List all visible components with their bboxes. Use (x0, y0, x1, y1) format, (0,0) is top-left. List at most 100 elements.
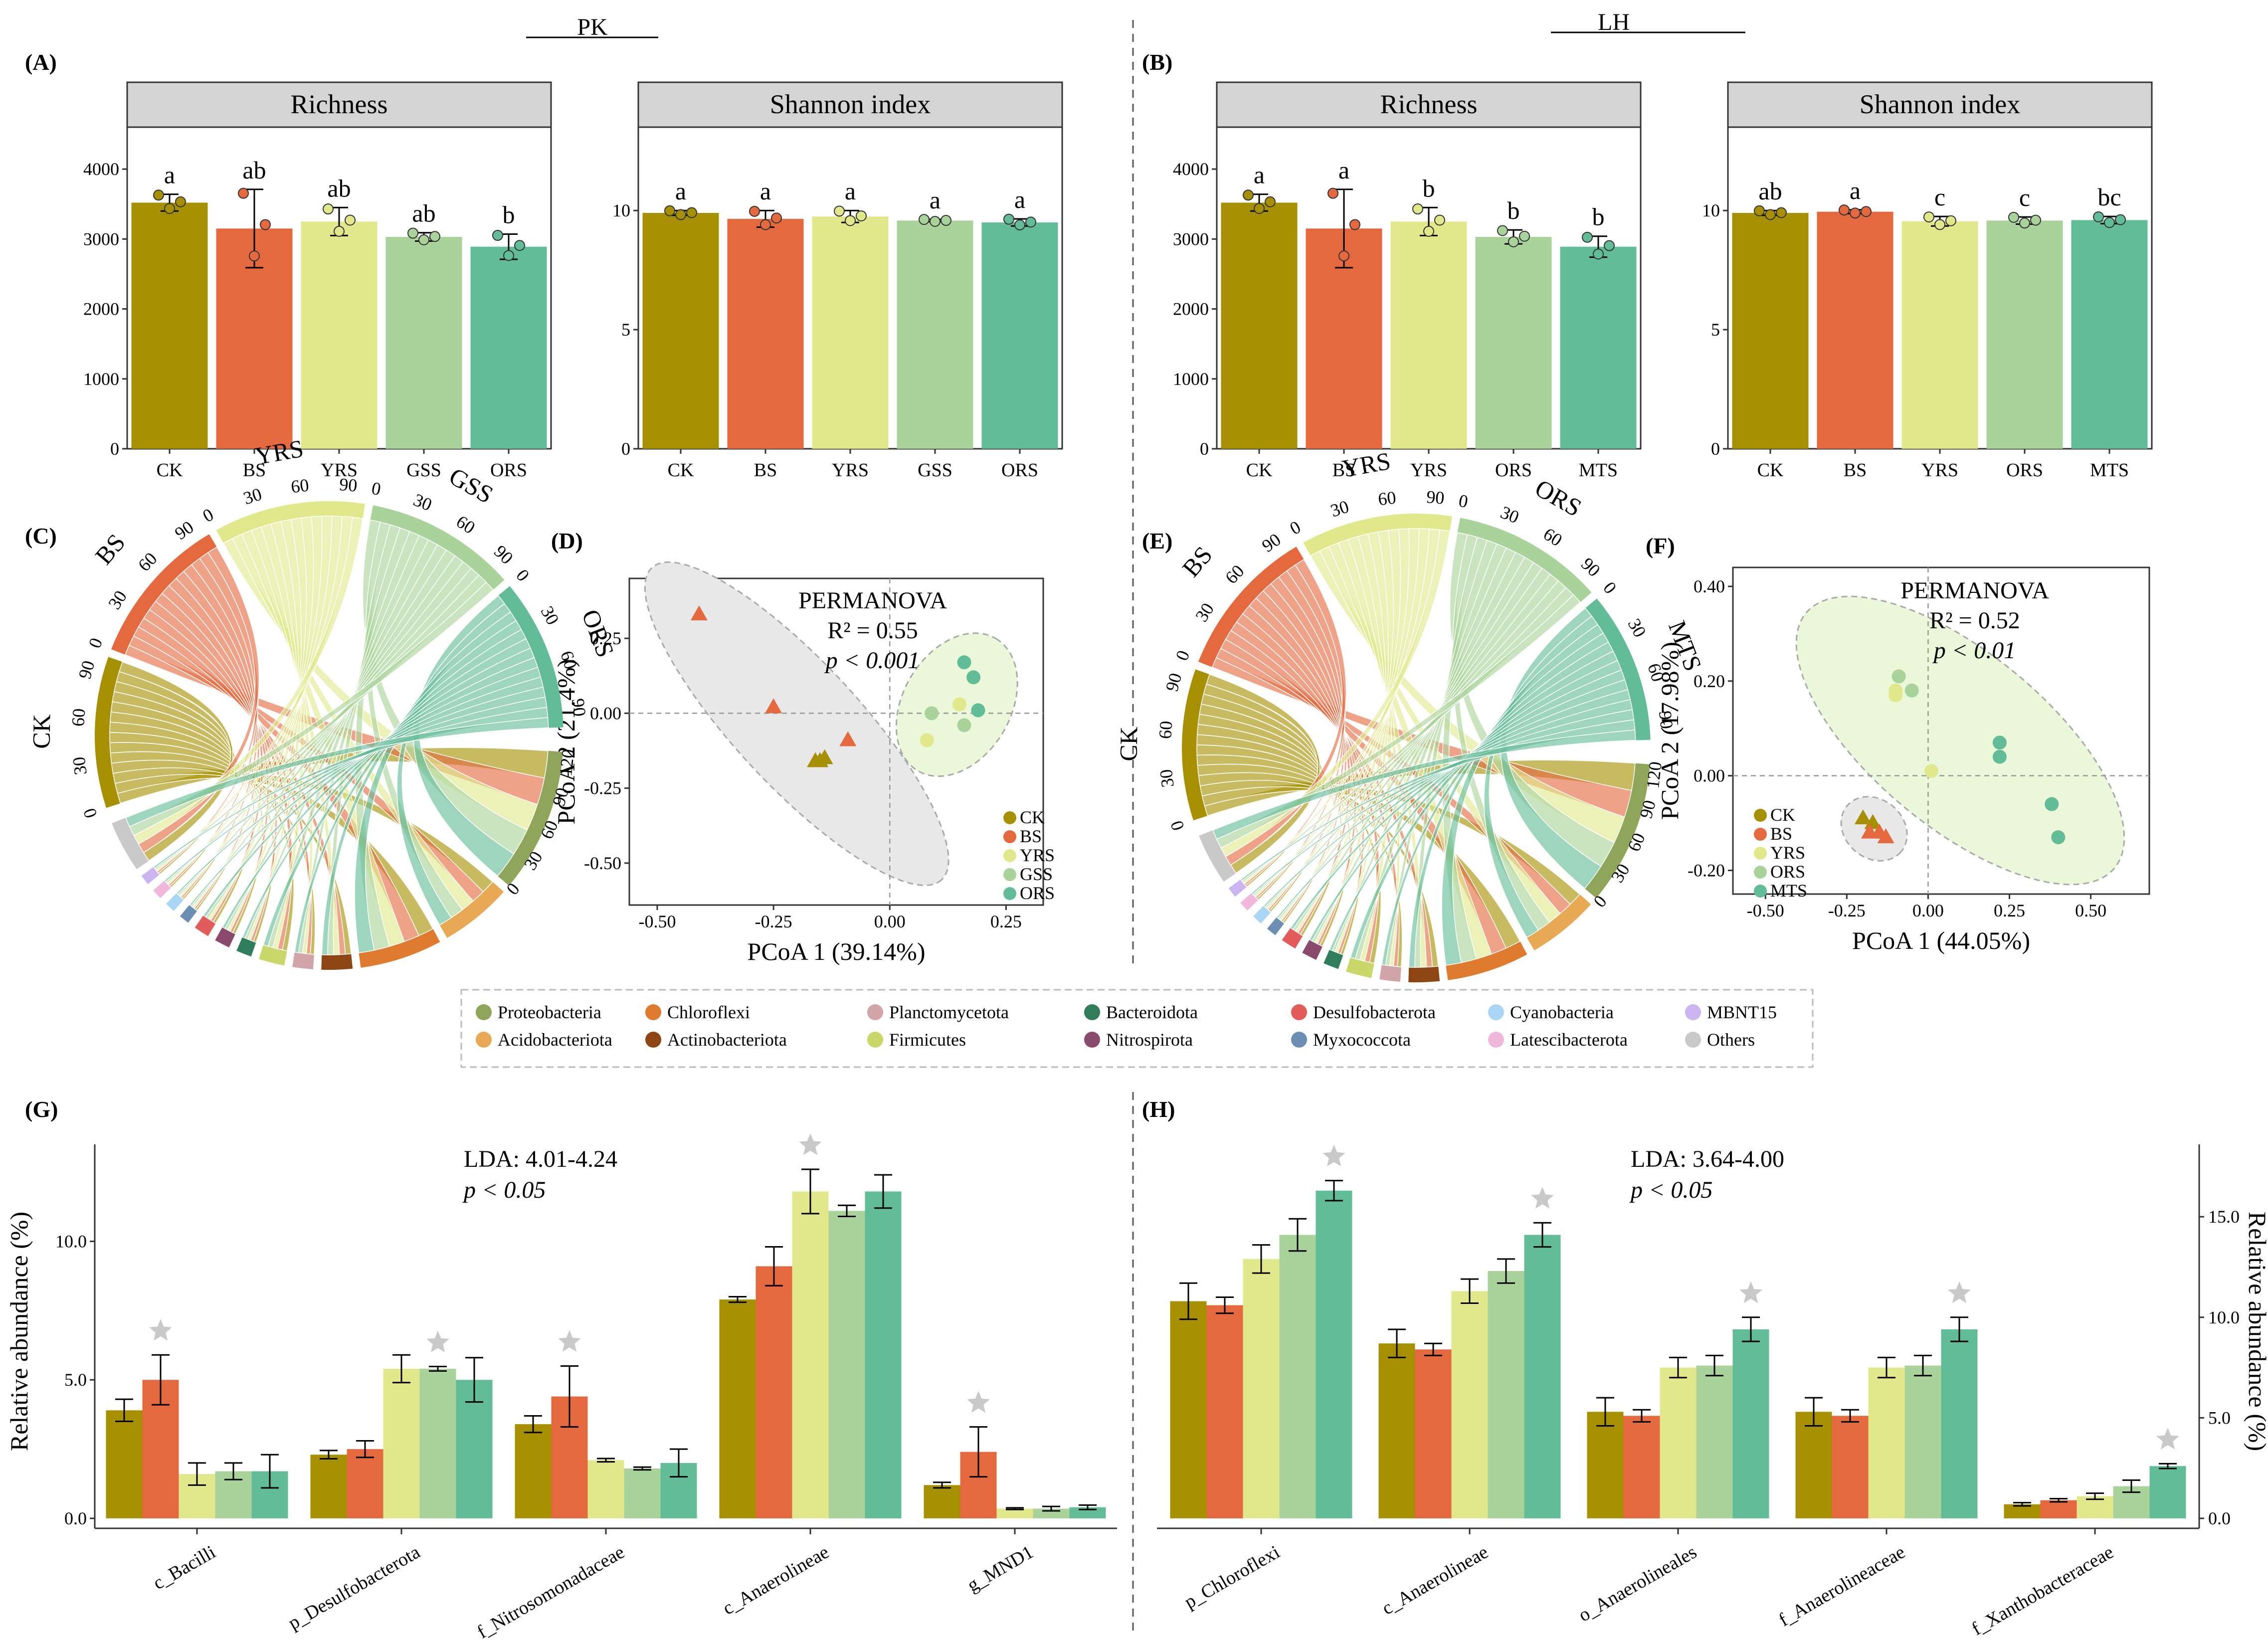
phylum-sector (1228, 879, 1247, 897)
replicate-point (1025, 216, 1036, 228)
sector-tick-label: 90 (1577, 553, 1604, 580)
bar-BS (1623, 1416, 1660, 1518)
sector-tick-label: 60 (453, 511, 479, 538)
legend-box (460, 989, 1814, 1068)
sector-tick-label: 0 (79, 806, 101, 820)
replicate-point (514, 240, 525, 251)
x-tick-label: ORS (1001, 460, 1038, 481)
y-tick-label: 0 (621, 439, 630, 459)
x-tick-label: YRS (832, 460, 869, 481)
replicate-point (1003, 213, 1014, 225)
y-tick-label: -0.20 (1688, 861, 1725, 881)
legend-key-ORS (1754, 866, 1767, 879)
y-axis-label: Relative abundance (%) (2244, 1212, 2268, 1451)
panel-label-h: (H) (1142, 1097, 1175, 1122)
bar-ORS (1279, 1235, 1316, 1518)
replicate-point (238, 187, 249, 199)
replicate-point (1434, 214, 1445, 226)
bar-CK (1170, 1301, 1207, 1518)
significance-letter: ab (412, 199, 435, 227)
replicate-point (771, 212, 782, 224)
confidence-ellipse-circles (1795, 595, 2125, 886)
sector-tick-label: 0 (199, 504, 217, 526)
x-tick-label: c_Bacilli (150, 1541, 219, 1594)
phylum-sector (359, 928, 440, 968)
x-tick-label: BS (754, 460, 777, 481)
replicate-point (164, 203, 175, 214)
permanova-title: PERMANOVA (798, 587, 947, 614)
significance-letter: c (2019, 183, 2030, 211)
point-BS (690, 605, 708, 621)
bar-BS (1206, 1305, 1243, 1518)
sector-tick-label: 30 (1624, 615, 1650, 641)
lefse-H-lefse: 0.0 5.0 10.0 15.0 Relative abundance (%) p_Ch… (1157, 1144, 2268, 1640)
y-tick-label: 2000 (83, 299, 119, 319)
x-axis-label: PCoA 1 (39.14%) (748, 937, 926, 965)
permanova-p: p < 0.001 (824, 647, 920, 674)
sector-tick-label: 30 (1328, 496, 1351, 521)
sector-tick-label: 60 (68, 708, 89, 727)
bar-CK (515, 1424, 552, 1518)
significance-letter: a (930, 186, 941, 214)
bar-YRS (587, 1460, 624, 1518)
replicate-point (1265, 196, 1276, 207)
point-YRS (952, 697, 967, 712)
replicate-point (1604, 240, 1615, 251)
sector-tick-label: 90 (75, 658, 99, 681)
y-tick-label: 4000 (83, 159, 119, 179)
replicate-point (429, 231, 440, 242)
bar-YRS (383, 1369, 420, 1518)
x-tick-label: CK (157, 460, 183, 481)
y-tick-label: 0 (110, 439, 119, 459)
point-CK (1854, 809, 1872, 825)
x-tick-label: BS (1844, 460, 1867, 481)
bar-ORS (1904, 1365, 1941, 1518)
bar-YRS (1243, 1259, 1280, 1518)
chord-ribbon (133, 517, 364, 845)
legend-key-bacteroidota (1084, 1004, 1100, 1020)
chord-ribbon (1203, 684, 1323, 888)
significance-star (426, 1330, 449, 1352)
phylum-tick-label: 120 (556, 748, 578, 777)
significance-letter: ab (242, 156, 266, 184)
y-tick-label: 0.0 (64, 1508, 87, 1528)
y-tick-label: 3000 (1173, 229, 1209, 249)
replicate-point (930, 215, 941, 227)
y-tick-label: 10 (612, 200, 630, 220)
x-tick-label: c_Anaerolineae (719, 1541, 832, 1619)
legend-label-ORS: ORS (1020, 883, 1055, 903)
legend-label-GSS: GSS (1020, 864, 1053, 884)
sector-label-YRS: YRS (1340, 447, 1393, 483)
significance-star (799, 1133, 822, 1155)
y-tick-label: 0.00 (590, 703, 621, 723)
legend-label-mbnt15: MBNT15 (1707, 1002, 1777, 1022)
x-tick-label: ORS (2006, 460, 2043, 481)
legend-label-proteobacteria: Proteobacteria (498, 1002, 601, 1022)
x-tick-label: o_Anaerolineales (1575, 1541, 1700, 1626)
sector-tick-label: 0 (1287, 517, 1304, 539)
point-ORS (966, 670, 981, 685)
x-tick-label: 0.25 (1994, 901, 2025, 920)
chord-ribbon (1220, 529, 1451, 857)
sector-tick-label: 30 (69, 756, 91, 776)
pcoa-F-pcoa: -0.50 -0.25 0.00 0.25 0.50 -0.20 0.00 0.20 0.40 P… (1656, 566, 2150, 954)
x-tick-label: GSS (918, 460, 952, 481)
bar-MTS (2149, 1466, 2186, 1518)
legend-key-CK (1754, 809, 1767, 822)
significance-letter: a (1014, 185, 1025, 213)
phylum-sector (1302, 939, 1323, 960)
bar-CK (1378, 1343, 1415, 1518)
point-ORS (1891, 669, 1906, 684)
sector-label-CK: CK (27, 714, 56, 749)
sector-tick-label: 0 (512, 565, 533, 585)
bar-ORS (470, 246, 547, 449)
phylum-sector (292, 952, 314, 969)
strip-title: Richness (291, 89, 388, 119)
pk-header: PK (577, 14, 608, 40)
sector-label-ORS: ORS (576, 606, 620, 661)
replicate-point (175, 196, 186, 207)
point-MTS (2045, 797, 2059, 811)
significance-letter: a (1338, 156, 1349, 184)
